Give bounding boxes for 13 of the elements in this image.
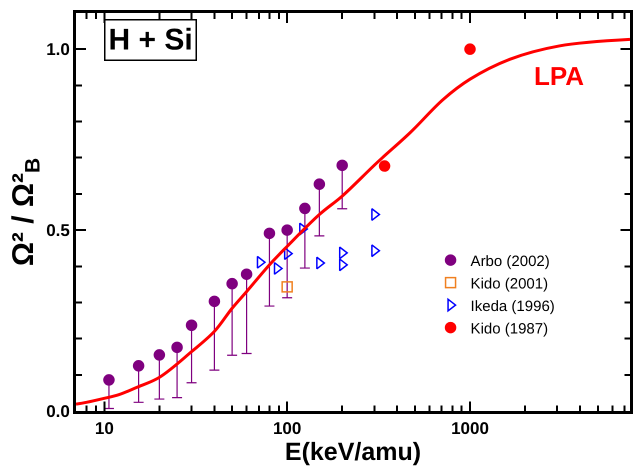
x-tick-label: 10 <box>94 419 114 438</box>
x-tick-label: 100 <box>272 419 302 438</box>
y-tick-label: 0.5 <box>46 221 70 240</box>
chart-title: H + Si <box>108 24 193 56</box>
legend-label: Arbo (2002) <box>470 252 550 270</box>
x-tick-label: 1000 <box>451 419 489 438</box>
legend-label: Kido (2001) <box>470 275 548 292</box>
y-tick-label: 1.0 <box>46 40 70 60</box>
series-label: LPA <box>534 61 584 91</box>
x-axis-title: E(keV/amu) <box>284 438 422 466</box>
y-tick-label: 0.0 <box>46 402 70 421</box>
legend-label: Ikeda (1996) <box>470 298 555 315</box>
legend-label: Kido (1987) <box>470 320 548 338</box>
